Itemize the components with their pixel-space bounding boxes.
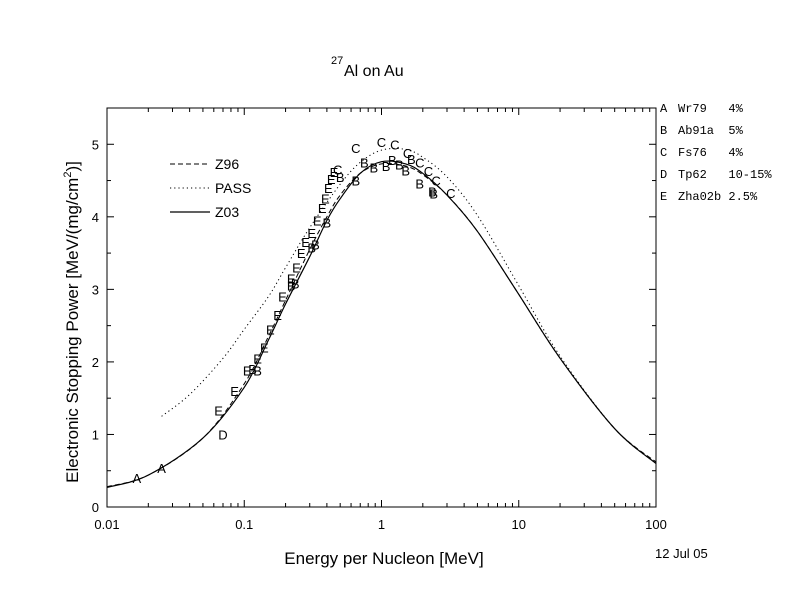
data-marker-e: E: [307, 226, 316, 241]
axis-tick-labels: 0.01 0.1 1 10 100 0 1 2 3 4 5: [92, 137, 667, 532]
data-marker-b: B: [407, 152, 416, 167]
data-marker-b: B: [311, 237, 320, 252]
reference-key-letter: A: [660, 102, 668, 116]
data-marker-a: A: [133, 471, 142, 486]
data-marker-c: C: [424, 164, 433, 179]
series-line-z03: [106, 160, 657, 488]
data-marker-c: C: [390, 137, 399, 152]
reference-key-entry: Zha02b 2.5%: [678, 190, 758, 204]
data-marker-e: E: [260, 340, 269, 355]
data-marker-b: B: [336, 170, 345, 185]
data-marker-d: D: [218, 427, 227, 442]
data-marker-e: E: [253, 351, 262, 366]
data-marker-e: E: [230, 384, 239, 399]
data-marker-b: B: [428, 184, 437, 199]
data-marker-e: E: [273, 308, 282, 323]
y-axis-label-suffix: )]: [63, 161, 82, 171]
reference-key-entry: Tp62 10-15%: [678, 168, 772, 182]
y-axis-label-superscript: 2: [62, 172, 74, 178]
data-marker-e: E: [301, 235, 310, 250]
legend-label-pass: PASS: [215, 180, 251, 196]
x-tick-label: 0.01: [94, 517, 119, 532]
data-marker-b: B: [323, 216, 332, 231]
data-marker-e: E: [214, 404, 223, 419]
data-marker-c: C: [431, 174, 440, 189]
reference-key: A Wr79 4% B Ab91a 5% C Fs76 4% D Tp62 10-15% E Zh…: [660, 102, 772, 204]
axis-ticks: [106, 108, 657, 508]
data-marker-e: E: [278, 290, 287, 305]
data-marker-c: C: [446, 186, 455, 201]
data-marker-e: E: [327, 172, 336, 187]
reference-key-letter: D: [660, 168, 667, 182]
reference-key-entry: Ab91a 5%: [678, 124, 744, 138]
data-marker-b: B: [248, 362, 257, 377]
data-marker-e: E: [266, 322, 275, 337]
y-axis-label-prefix: Electronic Stopping Power [MeV/(mg/cm: [63, 178, 82, 483]
legend-label-z96: Z96: [215, 156, 239, 172]
data-marker-b: B: [370, 160, 379, 175]
data-marker-b: B: [351, 174, 360, 189]
reference-key-letter: C: [660, 146, 667, 160]
y-tick-label: 0: [92, 500, 99, 515]
data-marker-b: B: [253, 364, 262, 379]
legend-label-z03: Z03: [215, 204, 239, 220]
y-axis-label: Electronic Stopping Power [MeV/(mg/cm2)]: [62, 161, 82, 483]
reference-key-entry: Fs76 4%: [678, 146, 744, 160]
data-marker-b: B: [388, 153, 397, 168]
data-marker-e: E: [321, 192, 330, 207]
data-marker-e: E: [287, 271, 296, 286]
data-marker-b: B: [287, 279, 296, 294]
y-tick-label: 1: [92, 427, 99, 442]
chart-title: Al on Au: [344, 63, 404, 80]
data-marker-b: B: [307, 240, 316, 255]
data-marker-b: B: [415, 176, 424, 191]
data-marker-e: E: [330, 165, 339, 180]
data-marker-b: B: [382, 159, 391, 174]
data-marker-b: B: [429, 187, 438, 202]
data-marker-b: B: [291, 277, 300, 292]
y-tick-label: 5: [92, 137, 99, 152]
reference-key-entry: Wr79 4%: [678, 102, 744, 116]
x-tick-label: 100: [645, 517, 667, 532]
data-marker-c: C: [377, 135, 386, 150]
data-marker-e: E: [318, 201, 327, 216]
data-marker-c: C: [403, 146, 412, 161]
chart-title-superscript: 27: [331, 55, 343, 67]
series-line-pass: [161, 147, 657, 464]
reference-key-letter: E: [660, 190, 667, 204]
data-marker-b: B: [395, 158, 404, 173]
y-tick-label: 4: [92, 210, 99, 225]
x-tick-label: 1: [378, 517, 385, 532]
data-marker-c: C: [415, 155, 424, 170]
data-marker-c: C: [333, 163, 342, 178]
data-marker-e: E: [243, 364, 252, 379]
x-tick-label: 10: [512, 517, 526, 532]
x-tick-label: 0.1: [235, 517, 253, 532]
y-tick-label: 2: [92, 355, 99, 370]
data-marker-c: C: [351, 141, 360, 156]
reference-key-letter: B: [660, 124, 667, 138]
data-marker-e: E: [313, 213, 322, 228]
data-marker-a: A: [157, 461, 166, 476]
data-marker-b: B: [360, 155, 369, 170]
date-label: 12 Jul 05: [655, 546, 708, 561]
data-marker-b: B: [401, 163, 410, 178]
data-marker-e: E: [297, 246, 306, 261]
data-marker-e: E: [292, 261, 301, 276]
x-axis-label: Energy per Nucleon [MeV]: [284, 549, 483, 568]
legend: Z96 PASS Z03: [170, 156, 251, 220]
data-marker-e: E: [324, 181, 333, 196]
series-curves: [106, 147, 657, 488]
y-tick-label: 3: [92, 282, 99, 297]
